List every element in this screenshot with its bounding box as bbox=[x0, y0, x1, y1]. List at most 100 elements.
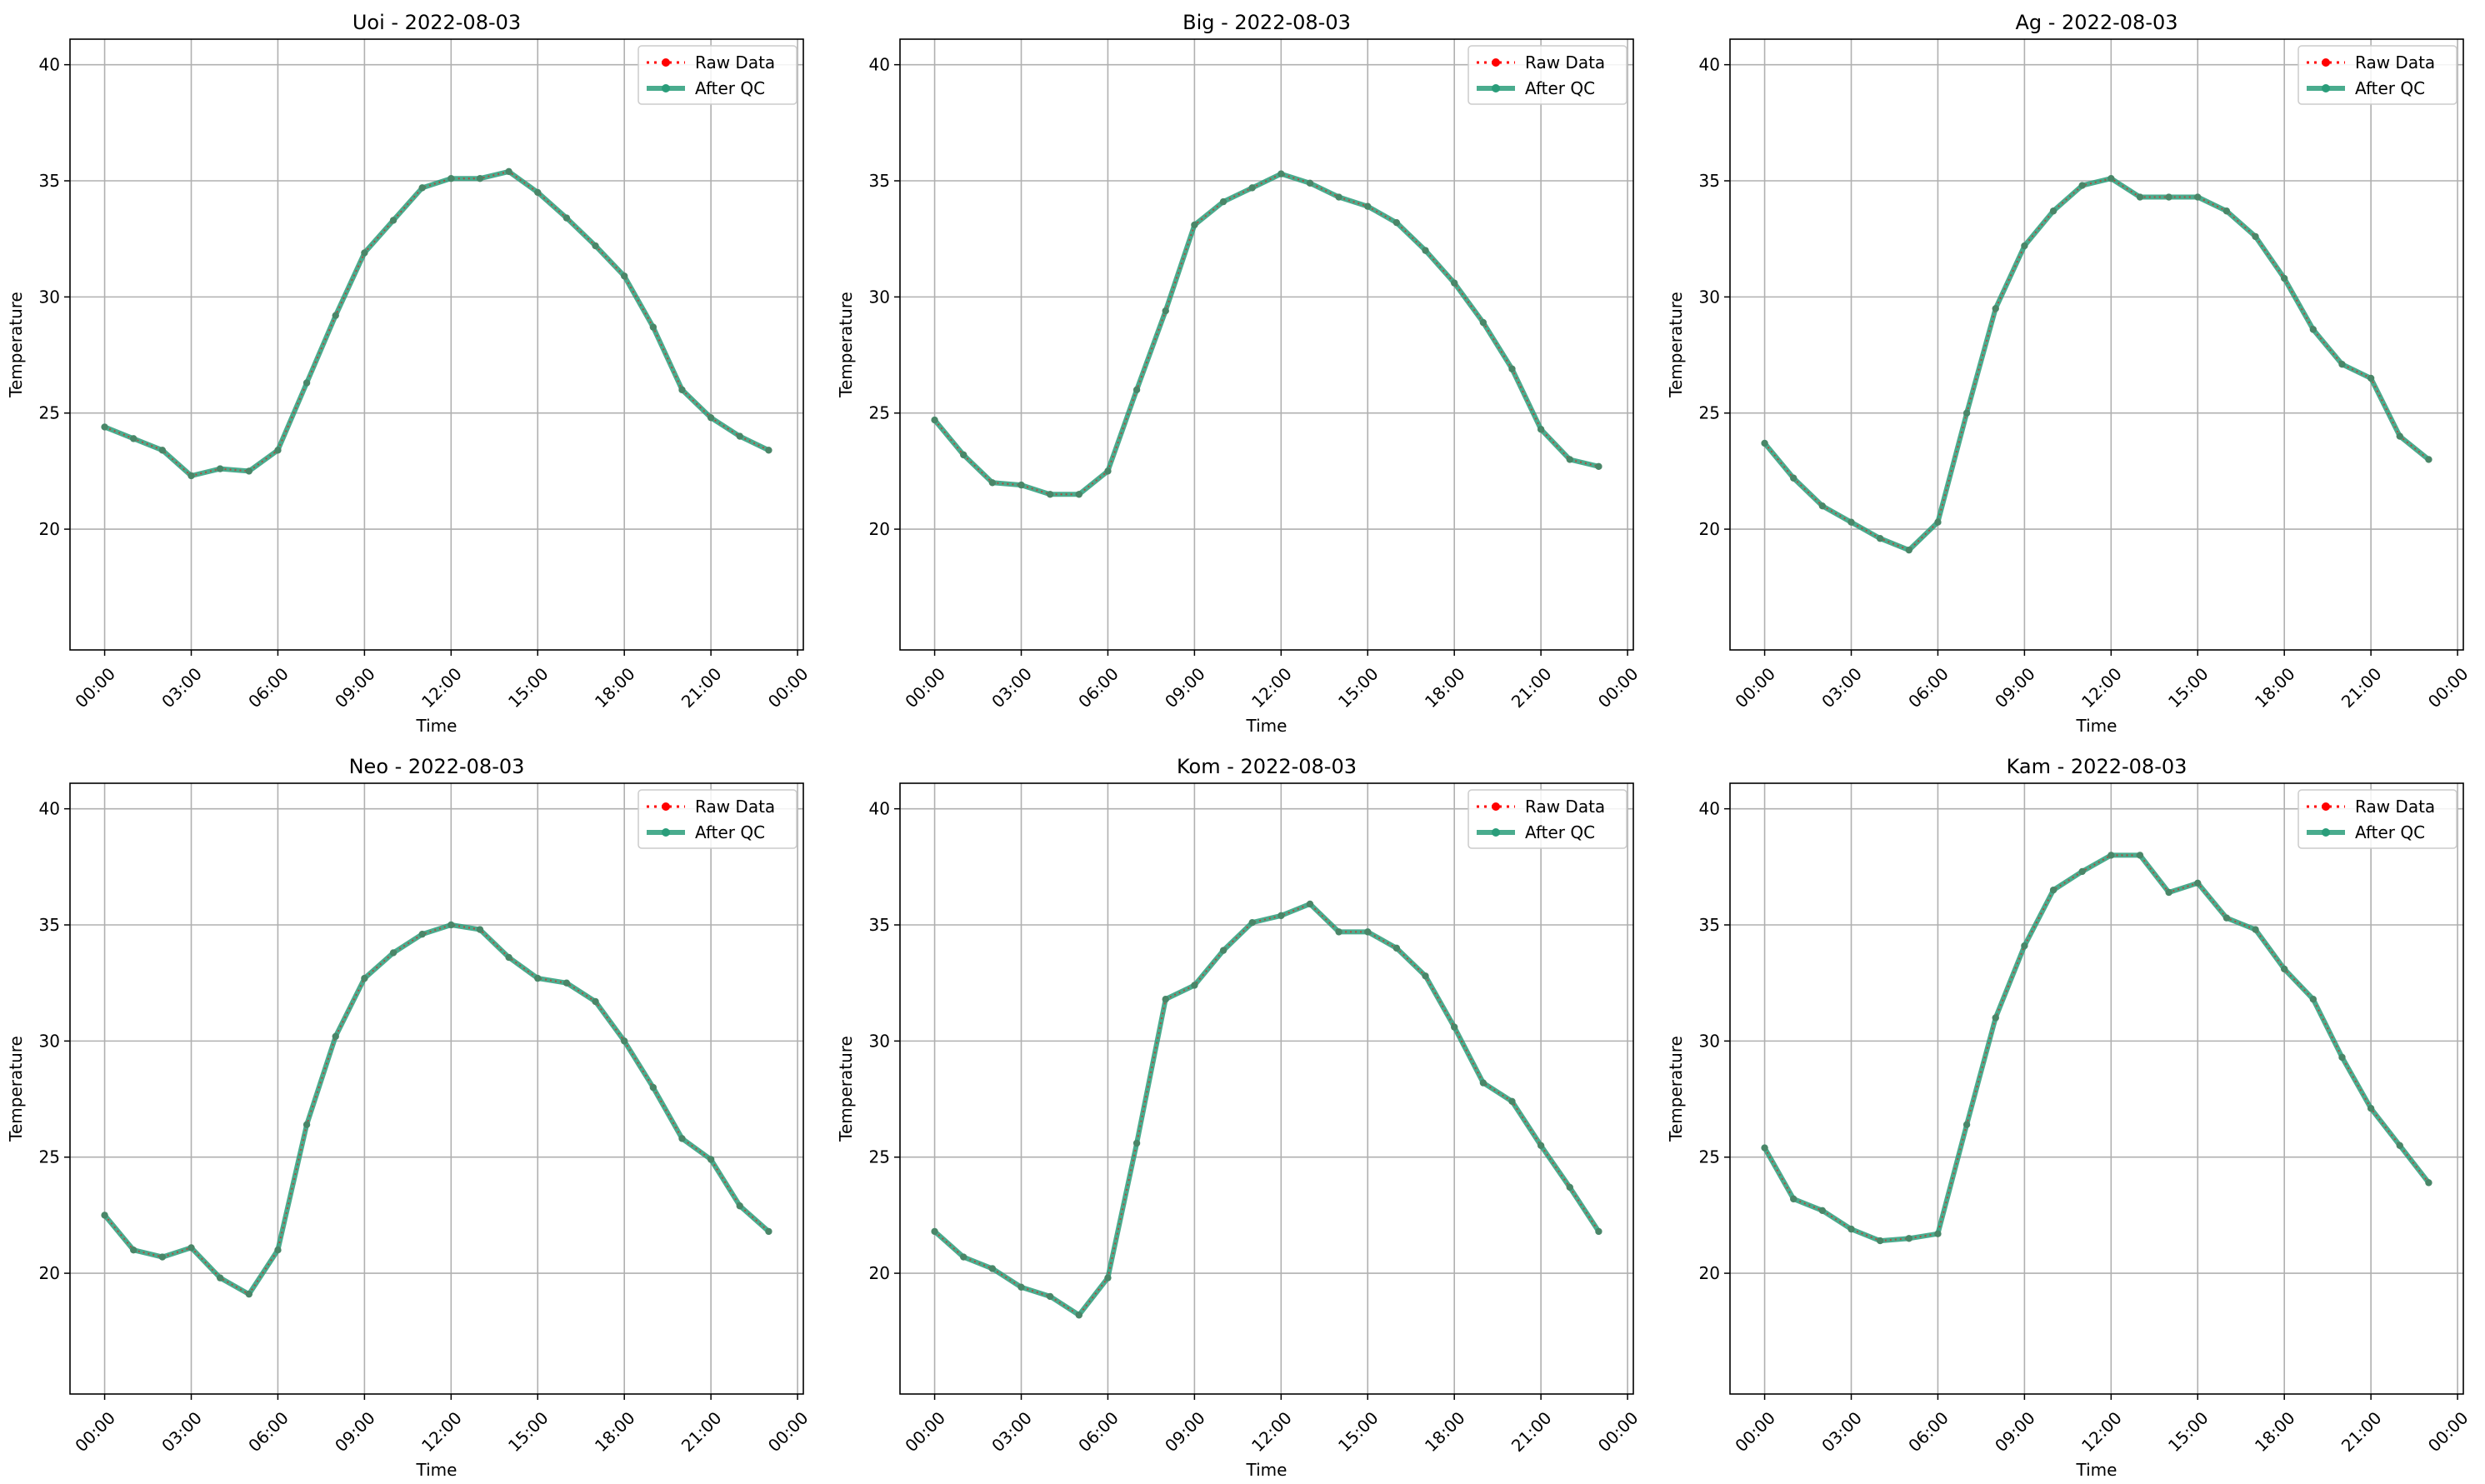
after-qc-point bbox=[1566, 456, 1573, 463]
after-qc-point bbox=[1595, 462, 1602, 471]
y-tick-label: 20 bbox=[39, 519, 60, 539]
legend-qc-label: After QC bbox=[1525, 78, 1595, 98]
after-qc-point bbox=[302, 379, 311, 387]
x-tick-label: 03:00 bbox=[158, 663, 206, 712]
after-qc-point bbox=[1790, 1195, 1798, 1203]
y-tick-label: 40 bbox=[39, 55, 60, 75]
subplot-5: 00:00 03:00 06:00 09:00 12:00 15:00 18:00 21:00… bbox=[836, 755, 1642, 1480]
x-tick-label: 03:00 bbox=[988, 1407, 1036, 1456]
after-qc-point bbox=[649, 1083, 658, 1092]
after-qc-point bbox=[1335, 928, 1342, 936]
after-qc-point bbox=[101, 423, 108, 431]
series-line-raw-data bbox=[933, 902, 1600, 1317]
after-qc-point bbox=[1566, 1183, 1573, 1192]
after-qc-point bbox=[1422, 972, 1429, 980]
after-qc-point bbox=[765, 1227, 772, 1236]
x-tick-label: 21:00 bbox=[678, 663, 726, 712]
x-tick-label: 03:00 bbox=[1818, 663, 1866, 712]
after-qc-point bbox=[620, 1037, 628, 1045]
after-qc-point bbox=[2309, 326, 2318, 333]
x-tick-label: 15:00 bbox=[504, 663, 552, 712]
x-tick-label: 09:00 bbox=[1991, 1407, 2039, 1456]
x-tick-label: 06:00 bbox=[244, 663, 292, 712]
after-qc-point bbox=[389, 217, 398, 224]
x-tick-label: 18:00 bbox=[591, 1407, 639, 1456]
after-qc-point bbox=[960, 451, 968, 459]
axes-frame bbox=[899, 38, 1634, 651]
after-qc-point bbox=[1962, 409, 1971, 417]
after-qc-point bbox=[2367, 374, 2375, 382]
after-qc-point bbox=[1537, 426, 1545, 433]
after-qc-point bbox=[2425, 456, 2432, 463]
y-tick-label: 25 bbox=[1699, 403, 1720, 423]
after-qc-point bbox=[1335, 193, 1342, 201]
after-qc-point bbox=[245, 467, 253, 475]
series-line-after-qc bbox=[103, 168, 770, 478]
x-tick-label: 06:00 bbox=[1904, 663, 1952, 712]
after-qc-point bbox=[1479, 1079, 1488, 1087]
after-qc-point bbox=[158, 447, 167, 454]
y-axis-label: Temperature bbox=[836, 292, 856, 398]
x-tick-label: 12:00 bbox=[2078, 663, 2126, 712]
y-tick-label: 20 bbox=[39, 1263, 60, 1283]
x-tick-label: 00:00 bbox=[1594, 663, 1642, 712]
axes-frame bbox=[69, 38, 804, 651]
after-qc-point bbox=[1876, 1237, 1884, 1245]
subplot-title: Uoi - 2022-08-03 bbox=[352, 11, 521, 34]
x-tick-label: 12:00 bbox=[1248, 1407, 1296, 1456]
x-tick-label: 21:00 bbox=[2338, 1407, 2386, 1456]
after-qc-point bbox=[1191, 982, 1198, 989]
y-axis-label: Temperature bbox=[1666, 292, 1686, 398]
after-qc-point bbox=[1392, 944, 1401, 952]
x-axis-label: Time bbox=[1246, 716, 1288, 736]
x-tick-label: 00:00 bbox=[1731, 663, 1779, 712]
after-qc-point bbox=[158, 1253, 167, 1261]
x-tick-label: 00:00 bbox=[901, 1407, 949, 1456]
after-qc-point bbox=[1876, 535, 1884, 542]
y-tick-label: 30 bbox=[1699, 287, 1720, 307]
after-qc-point bbox=[2021, 942, 2028, 950]
after-qc-point bbox=[2108, 852, 2115, 859]
series-line-after-qc bbox=[1762, 852, 2431, 1244]
legend-qc-marker bbox=[1492, 828, 1500, 837]
after-qc-point bbox=[1818, 1207, 1827, 1215]
legend: Raw Data After QC bbox=[1468, 45, 1628, 105]
legend-raw-marker bbox=[662, 58, 670, 67]
after-qc-point bbox=[2049, 887, 2058, 894]
after-qc-point bbox=[534, 974, 542, 982]
axes-frame bbox=[69, 782, 804, 1395]
after-qc-point bbox=[649, 323, 658, 331]
after-qc-point bbox=[216, 465, 224, 472]
after-qc-point bbox=[1848, 518, 1855, 526]
x-tick-label: 06:00 bbox=[1074, 1407, 1122, 1456]
after-qc-point bbox=[361, 974, 368, 982]
y-axis-label: Temperature bbox=[6, 292, 26, 398]
after-qc-point bbox=[332, 312, 339, 319]
y-tick-label: 20 bbox=[1699, 1263, 1720, 1283]
after-qc-point bbox=[2425, 1179, 2432, 1187]
legend: Raw Data After QC bbox=[1468, 789, 1628, 849]
after-qc-point bbox=[931, 1227, 938, 1236]
y-tick-label: 35 bbox=[39, 915, 60, 935]
after-qc-point bbox=[418, 184, 426, 192]
legend-qc-label: After QC bbox=[695, 822, 765, 842]
after-qc-point bbox=[101, 1212, 108, 1219]
after-qc-point bbox=[1046, 491, 1054, 498]
after-qc-point bbox=[2194, 879, 2202, 887]
legend: Raw Data After QC bbox=[638, 789, 798, 849]
legend-raw-marker bbox=[662, 802, 670, 811]
legend-qc-label: After QC bbox=[2355, 78, 2425, 98]
after-qc-point bbox=[1508, 365, 1516, 372]
after-qc-point bbox=[2280, 274, 2288, 282]
after-qc-point bbox=[1848, 1225, 1855, 1233]
legend-qc-marker bbox=[2322, 84, 2330, 92]
series-line-after-qc bbox=[102, 922, 771, 1297]
x-tick-label: 00:00 bbox=[2424, 1407, 2472, 1456]
x-tick-label: 00:00 bbox=[764, 1407, 812, 1456]
after-qc-point bbox=[332, 1032, 339, 1040]
after-qc-point bbox=[1075, 491, 1083, 498]
after-qc-point bbox=[1761, 439, 1768, 447]
subplot-title: Big - 2022-08-03 bbox=[1182, 11, 1351, 34]
x-axis-label: Time bbox=[2076, 716, 2118, 736]
